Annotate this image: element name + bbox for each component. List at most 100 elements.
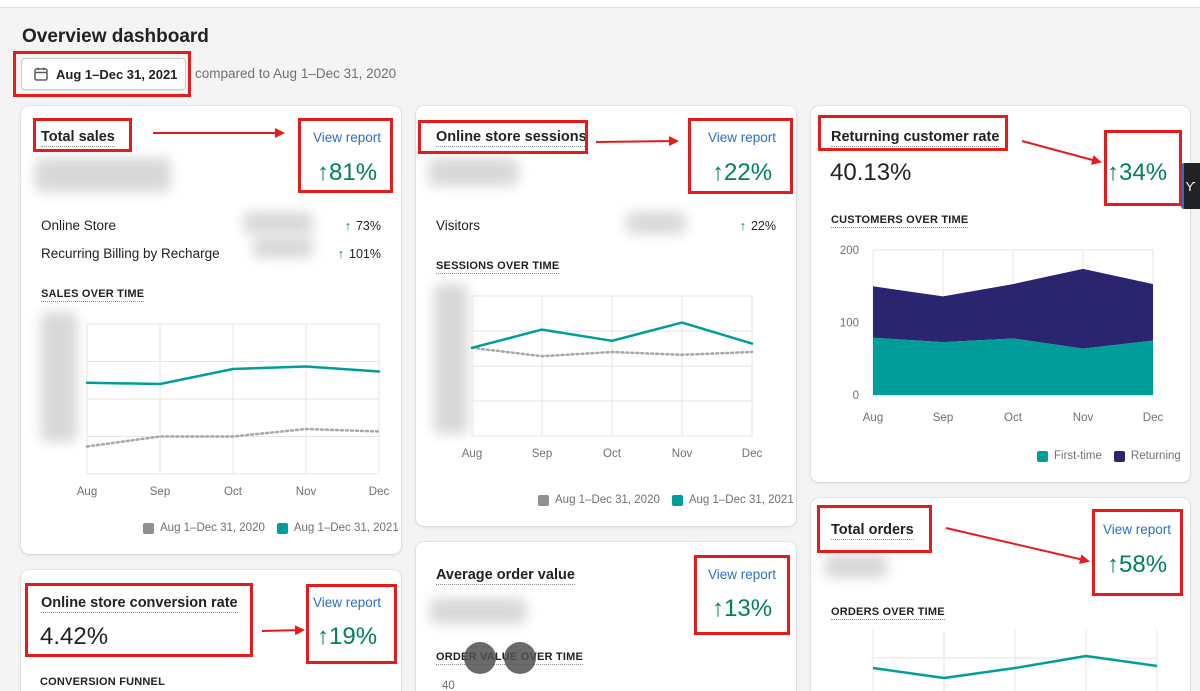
total-sales-view-report-link[interactable]: View report: [313, 130, 382, 145]
area-first-time: [873, 337, 1153, 395]
visitors-value-redacted: [626, 212, 686, 234]
online-store-value-redacted: [243, 212, 313, 234]
sessions-over-time-label: SESSIONS OVER TIME: [436, 260, 560, 274]
online-store-label: Online Store: [41, 218, 117, 233]
up-arrow-icon: ↑: [337, 247, 345, 261]
aov-view-report-link[interactable]: View report: [708, 567, 777, 582]
sessions-card: Online store sessions View report ↑22% V…: [416, 106, 796, 526]
y-tick-label: 100: [840, 318, 859, 330]
carousel-prev-button[interactable]: [464, 642, 496, 674]
visitors-label: Visitors: [436, 218, 481, 233]
sessions-yaxis-redacted: [434, 284, 468, 434]
x-tick-label: Nov: [1073, 412, 1094, 424]
legend-swatch-returning: [1113, 450, 1125, 462]
sessions-legend: Aug 1–Dec 31, 2020 Aug 1–Dec 31, 2021: [538, 494, 794, 506]
legend-previous-label: Aug 1–Dec 31, 2020: [555, 494, 660, 506]
conversion-rate-change: ↑19%: [317, 623, 378, 650]
sessions-over-time-chart: Aug Sep Oct Nov Dec: [462, 295, 763, 460]
total-orders-change: ↑58%: [1107, 551, 1168, 578]
x-tick-label: Dec: [369, 486, 390, 498]
legend-returning-label: Returning: [1130, 450, 1181, 462]
customers-over-time-chart: 0 100 200 Aug Sep Oct Nov Dec: [840, 245, 1164, 424]
customers-over-time-label: CUSTOMERS OVER TIME: [831, 214, 969, 228]
total-orders-card: Total orders View report ↑58% ORDERS OVE…: [811, 498, 1190, 691]
series-line-previous: [85, 427, 381, 448]
sessions-view-report-link[interactable]: View report: [708, 130, 777, 145]
top-bar: [0, 0, 1200, 8]
x-tick-label: Dec: [1143, 412, 1164, 424]
series-line-current: [872, 654, 1158, 680]
x-tick-label: Aug: [863, 412, 883, 424]
total-sales-card: Total sales View report ↑81% Online Stor…: [21, 106, 401, 554]
conversion-rate-value: 4.42%: [40, 623, 109, 650]
recharge-value-redacted: [253, 236, 313, 258]
conversion-rate-title: Online store conversion rate: [41, 595, 238, 613]
x-tick-label: Sep: [933, 412, 953, 424]
x-tick-label: Oct: [603, 448, 622, 460]
series-line-current: [85, 365, 381, 386]
x-tick-label: Oct: [1004, 412, 1023, 424]
legend-swatch-previous: [143, 522, 154, 534]
legend-previous-label: Aug 1–Dec 31, 2020: [160, 522, 265, 534]
page-title: Overview dashboard: [22, 26, 209, 47]
conversion-view-report-link[interactable]: View report: [313, 595, 382, 610]
aov-title: Average order value: [436, 567, 575, 585]
legend-swatch-current: [276, 522, 288, 534]
total-sales-title: Total sales: [41, 129, 115, 147]
total-sales-change: ↑81%: [317, 159, 378, 186]
returning-customer-change: ↑34%: [1107, 159, 1168, 186]
visitors-change: ↑ 22%: [739, 219, 776, 233]
sales-legend: Aug 1–Dec 31, 2020 Aug 1–Dec 31, 2021: [143, 522, 399, 534]
y-tick-label: 0: [853, 390, 859, 402]
aov-value-redacted: [430, 598, 526, 624]
legend-current-label: Aug 1–Dec 31, 2021: [293, 522, 399, 534]
online-store-change: ↑ 73%: [344, 219, 381, 233]
x-tick-label: Nov: [296, 486, 317, 498]
x-tick-label: Sep: [532, 448, 552, 460]
orders-over-time-chart: [872, 630, 1158, 691]
x-tick-label: Dec: [742, 448, 763, 460]
sales-over-time-label: SALES OVER TIME: [41, 288, 145, 302]
recharge-label: Recurring Billing by Recharge: [41, 246, 220, 261]
recharge-change: ↑ 101%: [337, 247, 381, 261]
returning-customer-card: Returning customer rate 40.13% ↑34% CUST…: [811, 106, 1190, 482]
aov-y-tick: 40: [442, 680, 455, 691]
legend-first-time-label: First-time: [1054, 450, 1102, 462]
y-tick-label: 200: [840, 245, 859, 257]
date-range-label: Aug 1–Dec 31, 2021: [56, 66, 178, 82]
legend-swatch-current: [671, 494, 683, 506]
x-tick-label: Nov: [672, 448, 693, 460]
total-sales-value-redacted: [35, 158, 171, 192]
sales-yaxis-redacted: [41, 312, 77, 442]
conversion-funnel-label: CONVERSION FUNNEL: [40, 676, 166, 688]
legend-current-label: Aug 1–Dec 31, 2021: [688, 494, 794, 506]
customers-legend: First-time Returning: [1037, 450, 1181, 462]
up-arrow-icon: ↑: [739, 219, 746, 233]
area-returning: [873, 268, 1153, 349]
returning-customer-value: 40.13%: [830, 159, 912, 186]
x-tick-label: Sep: [150, 486, 170, 498]
sessions-change: ↑22%: [712, 159, 773, 186]
legend-swatch-previous: [538, 494, 549, 506]
carousel-next-button[interactable]: [504, 642, 536, 674]
x-tick-label: Aug: [77, 486, 97, 498]
date-range-button[interactable]: Aug 1–Dec 31, 2021: [21, 58, 186, 90]
sessions-value-redacted: [428, 158, 518, 186]
orders-value-redacted: [825, 554, 887, 578]
series-line-previous: [470, 346, 754, 358]
signal-icon[interactable]: ϒ: [1181, 163, 1200, 209]
calendar-icon: [34, 67, 48, 81]
up-arrow-icon: ↑: [344, 219, 351, 233]
series-line-current: [470, 321, 754, 350]
sales-over-time-chart: Aug Sep Oct Nov Dec: [77, 323, 390, 498]
orders-view-report-link[interactable]: View report: [1103, 522, 1172, 537]
conversion-rate-card: Online store conversion rate View report…: [21, 570, 401, 691]
sessions-title: Online store sessions: [436, 129, 587, 147]
x-tick-label: Oct: [224, 486, 243, 498]
x-tick-label: Aug: [462, 448, 482, 460]
aov-change: ↑13%: [712, 595, 773, 622]
compare-text: compared to Aug 1–Dec 31, 2020: [195, 66, 397, 81]
total-orders-title: Total orders: [831, 522, 914, 540]
orders-over-time-label: ORDERS OVER TIME: [831, 606, 945, 620]
legend-swatch-first-time: [1037, 450, 1048, 462]
